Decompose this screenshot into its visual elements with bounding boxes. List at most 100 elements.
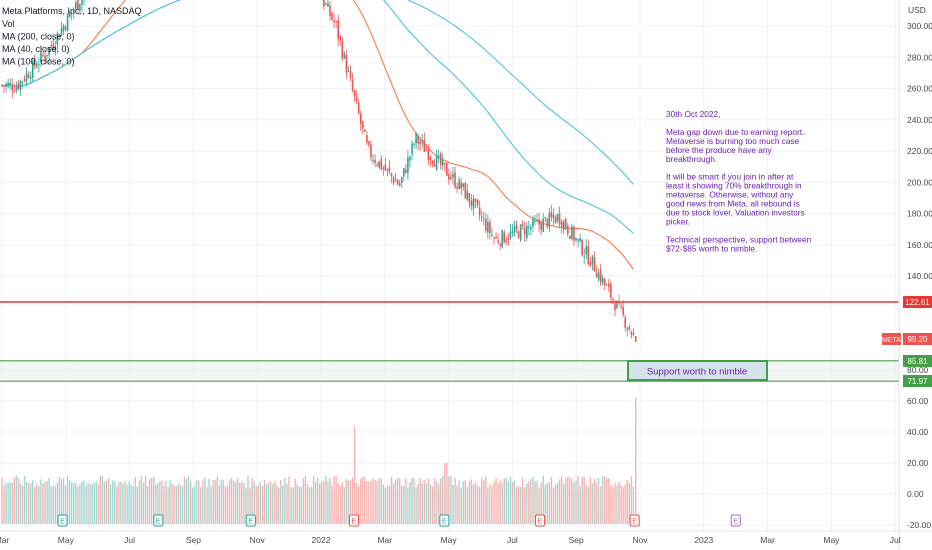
volume-bar — [310, 486, 313, 524]
candle-body — [400, 177, 403, 183]
candle-body — [366, 135, 368, 143]
volume-bar — [401, 485, 403, 524]
candle-body — [390, 173, 393, 177]
volume-bar — [425, 482, 428, 524]
volume-bar — [196, 480, 198, 524]
volume-bar — [214, 480, 216, 524]
volume-bar — [351, 477, 354, 524]
volume-bar — [341, 482, 343, 524]
legend-symbol[interactable]: Meta Platforms, Inc., 1D, NASDAQ — [2, 6, 142, 16]
level-tag — [903, 355, 932, 367]
volume-bar — [40, 479, 42, 524]
volume-bar — [269, 481, 272, 524]
volume-bar — [224, 486, 227, 524]
volume-bar — [71, 481, 73, 524]
volume-bar — [423, 479, 425, 524]
legend-ma-100[interactable]: MA (100, close, 0) — [2, 57, 75, 67]
volume-bar — [403, 485, 405, 524]
candle-body — [327, 3, 329, 7]
volume-bar — [528, 481, 530, 524]
candle-body — [523, 227, 526, 236]
earnings-marker — [730, 514, 741, 527]
volume-bar — [122, 483, 124, 524]
earnings-marker — [57, 514, 68, 527]
volume-bar — [325, 475, 327, 524]
volume-bar — [442, 475, 444, 524]
legend-ma-200[interactable]: MA (200, close, 0) — [2, 32, 75, 42]
earnings-marker-label: E — [60, 517, 65, 526]
candle-body — [323, 0, 325, 7]
volume-bar — [161, 480, 163, 524]
support-box[interactable] — [627, 360, 768, 381]
volume-bar — [421, 483, 423, 524]
candle-body — [439, 153, 442, 165]
candle-body — [60, 28, 63, 36]
volume-bar — [194, 485, 196, 524]
candle-body — [429, 157, 432, 160]
price-tick-label: 80.00 — [907, 365, 929, 375]
volume-bar — [415, 487, 417, 524]
legend[interactable]: Meta Platforms, Inc., 1D, NASDAQ Vol MA … — [2, 6, 142, 67]
candle-body — [329, 5, 331, 16]
volume-bar — [466, 487, 469, 524]
currency-label: USD — [908, 5, 926, 15]
volume-bar — [503, 478, 505, 524]
candle-body — [468, 192, 471, 203]
candle-body — [7, 82, 9, 87]
volume-bar — [239, 482, 241, 524]
volume-bar — [11, 482, 13, 524]
volume-bar — [68, 479, 71, 524]
price-tick-label: 220.00 — [907, 146, 932, 156]
volume-bar — [458, 480, 460, 524]
price-tick-label: 140.00 — [907, 271, 932, 281]
volume-bar — [628, 483, 630, 524]
volume-bar — [524, 487, 526, 524]
candle-body — [499, 243, 501, 246]
candle-body — [448, 174, 450, 180]
volume-bar — [257, 485, 259, 524]
candle-body — [388, 167, 391, 172]
volume-bar — [32, 480, 34, 524]
volume-bar — [478, 486, 481, 524]
volume-bar — [399, 478, 401, 524]
volume-bar — [292, 487, 294, 524]
volume-bar — [550, 476, 553, 524]
earnings-marker — [245, 514, 256, 527]
candle-body — [585, 246, 588, 255]
legend-ma-40[interactable]: MA (40, close, 0) — [2, 44, 70, 54]
analysis-note[interactable]: 30th Oct 2022, Meta gap down due to earni… — [666, 109, 812, 253]
candle-body — [511, 231, 514, 234]
candle-body — [605, 284, 608, 286]
candle-body — [489, 221, 491, 233]
earnings-marker-label: E — [442, 517, 447, 526]
candle-body — [427, 150, 430, 160]
volume-bar — [46, 480, 48, 524]
candle-body — [509, 231, 512, 238]
time-axis[interactable]: Mar May Jul Sep Nov 2022 Mar May Jul Sep Nov 2023 Ma… — [0, 535, 901, 545]
price-axis[interactable]: 300.00 280.00 260.00 240.00 220.00 200.00 180.… — [882, 21, 932, 530]
candle-body — [562, 221, 565, 230]
candle-body — [25, 72, 28, 82]
candle-body — [48, 47, 50, 56]
candle-body — [519, 224, 522, 241]
volume-bar — [546, 482, 548, 524]
volume-bar — [544, 485, 546, 524]
candle-body — [507, 238, 510, 240]
candle-body — [460, 182, 462, 189]
volume-bar — [505, 478, 507, 524]
time-tick-label: Jul — [124, 535, 135, 545]
volume-bar — [81, 481, 83, 524]
volume-bar — [392, 483, 395, 524]
volume-bar — [327, 481, 329, 524]
volume-bar — [3, 486, 5, 524]
volume-bar — [513, 480, 516, 524]
volume-bar — [591, 483, 594, 524]
volume-bar — [185, 478, 188, 524]
volume-bar — [481, 477, 483, 524]
earnings-marker-label: E — [351, 517, 356, 526]
candle-body — [579, 237, 581, 242]
volume-bar — [499, 480, 501, 524]
candle-body — [536, 220, 538, 222]
legend-vol[interactable]: Vol — [2, 19, 15, 29]
